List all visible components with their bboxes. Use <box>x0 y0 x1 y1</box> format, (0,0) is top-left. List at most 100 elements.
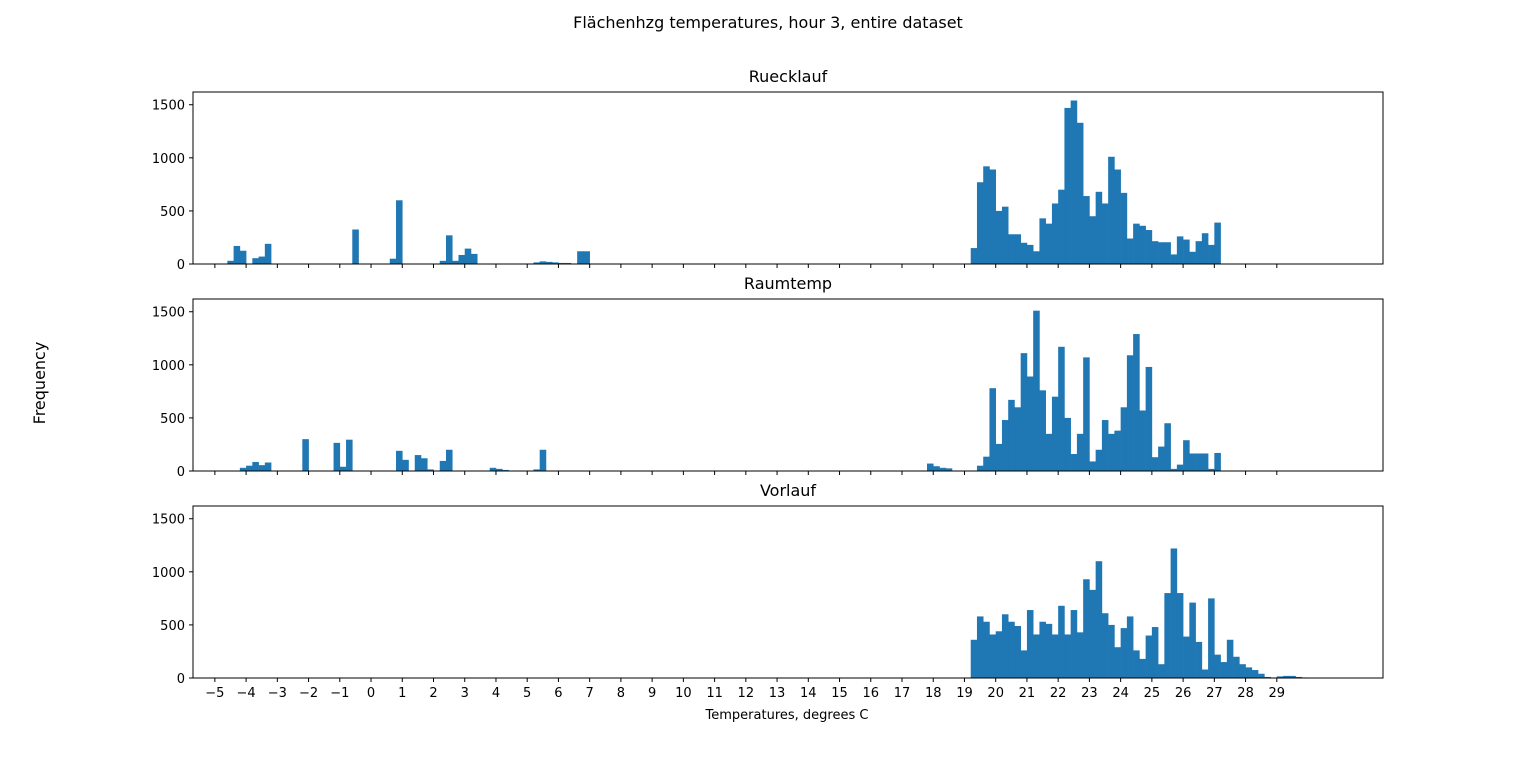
x-tick-label: 15 <box>831 686 848 701</box>
histogram-bar <box>1039 390 1046 471</box>
histogram-bar <box>1289 675 1296 678</box>
x-tick-label: 20 <box>987 686 1004 701</box>
histogram-bar <box>1164 423 1171 471</box>
histogram-bar <box>1139 225 1146 264</box>
histogram-bar <box>1133 650 1140 678</box>
y-tick-label: 500 <box>160 412 185 427</box>
y-tick-label: 1000 <box>152 359 185 374</box>
x-tick-label: 6 <box>554 686 562 701</box>
histogram-bar <box>1189 602 1196 678</box>
histogram-bar <box>1108 156 1115 264</box>
histogram-bar <box>1014 407 1021 471</box>
histogram-bar <box>1045 223 1053 264</box>
histogram-bar <box>1151 627 1159 678</box>
x-tick-label: 22 <box>1050 686 1067 701</box>
histogram-bar <box>1089 461 1096 471</box>
histogram-bar <box>1076 122 1084 264</box>
histogram-bar <box>1201 453 1209 471</box>
x-tick-label: 19 <box>956 686 973 701</box>
histogram-bar <box>1145 635 1153 678</box>
histogram-bar <box>983 456 990 471</box>
histogram-bar <box>1239 664 1246 678</box>
histogram-bar <box>1014 234 1021 264</box>
histogram-bar <box>1120 628 1128 678</box>
y-tick-label: 500 <box>160 619 185 634</box>
histogram-bar <box>1220 662 1228 678</box>
histogram-bar <box>939 467 947 471</box>
subplot-title: Raumtemp <box>744 274 832 293</box>
histogram-bar <box>976 616 984 678</box>
histogram-bar <box>352 229 359 264</box>
histogram-bar <box>452 260 459 264</box>
histogram-bar <box>1251 670 1259 678</box>
histogram-bar <box>945 468 953 471</box>
histogram-bar <box>264 462 272 471</box>
histogram-bar <box>1101 420 1109 471</box>
histogram-bar <box>1214 654 1221 678</box>
histogram-bar <box>989 634 997 678</box>
histogram-bar <box>333 442 341 471</box>
histogram-bar <box>1076 433 1084 471</box>
histogram-bar <box>1133 223 1140 264</box>
histogram-bar <box>533 469 540 471</box>
histogram-bar <box>1051 634 1059 678</box>
x-tick-label: 17 <box>894 686 911 701</box>
histogram-bar <box>1120 407 1128 471</box>
histogram-bar <box>1208 598 1215 678</box>
histogram-bar <box>558 262 565 264</box>
histogram-bar <box>1101 613 1109 678</box>
histogram-bar <box>1201 233 1209 264</box>
histogram-bar <box>539 261 547 264</box>
histogram-bar <box>1158 242 1165 264</box>
histogram-bar <box>1070 454 1078 471</box>
histogram-bar <box>1176 464 1184 471</box>
histogram-bar <box>1139 658 1146 678</box>
y-tick-label: 1500 <box>152 306 185 321</box>
histogram-bar <box>1183 636 1190 678</box>
histogram-bar <box>502 469 509 471</box>
histogram-bar <box>252 461 259 471</box>
histogram-bar <box>926 463 934 471</box>
histogram-bar <box>1101 203 1109 264</box>
histogram-bar <box>545 261 553 264</box>
histogram-bar <box>464 248 472 264</box>
x-tick-label: −2 <box>299 686 318 701</box>
histogram-bar <box>564 262 572 264</box>
x-tick-label: 12 <box>738 686 755 701</box>
histogram-bar <box>1189 453 1196 471</box>
histogram-bar <box>1033 634 1040 678</box>
histogram-bar <box>1283 675 1290 678</box>
histogram-bar <box>1133 334 1140 471</box>
histogram-bar <box>1095 191 1103 264</box>
y-tick-label: 500 <box>160 205 185 220</box>
histogram-bar <box>1001 614 1009 678</box>
histogram-bar <box>995 443 1003 471</box>
histogram-bar <box>1195 241 1203 264</box>
histogram-bar <box>402 459 409 471</box>
histogram-bar <box>1083 357 1090 471</box>
histogram-bar <box>1008 399 1015 471</box>
x-axis-label: Temperatures, degrees C <box>705 708 869 723</box>
histogram-bar <box>577 251 584 264</box>
x-tick-label: 11 <box>706 686 723 701</box>
histogram-bar <box>983 621 990 678</box>
histogram-bar <box>1233 656 1240 678</box>
histogram-bar <box>495 468 503 471</box>
histogram-bar <box>583 251 590 264</box>
histogram-bar <box>227 260 234 264</box>
histogram-bar <box>1183 440 1190 471</box>
y-tick-label: 1500 <box>152 513 185 528</box>
histogram-bar <box>1145 230 1153 264</box>
x-tick-label: 29 <box>1269 686 1286 701</box>
subplots: Ruecklauf050010001500Raumtemp05001000150… <box>152 67 1384 701</box>
y-tick-label: 0 <box>177 672 185 687</box>
histogram-bar <box>458 254 466 264</box>
histogram-bar <box>1089 216 1096 264</box>
histogram-bar <box>445 235 453 264</box>
histogram-bar <box>552 262 559 264</box>
histogram-bar <box>389 258 397 264</box>
histogram-bar <box>1020 353 1028 471</box>
x-tick-label: 3 <box>461 686 469 701</box>
histogram-bar <box>1039 621 1046 678</box>
y-tick-label: 0 <box>177 258 185 273</box>
